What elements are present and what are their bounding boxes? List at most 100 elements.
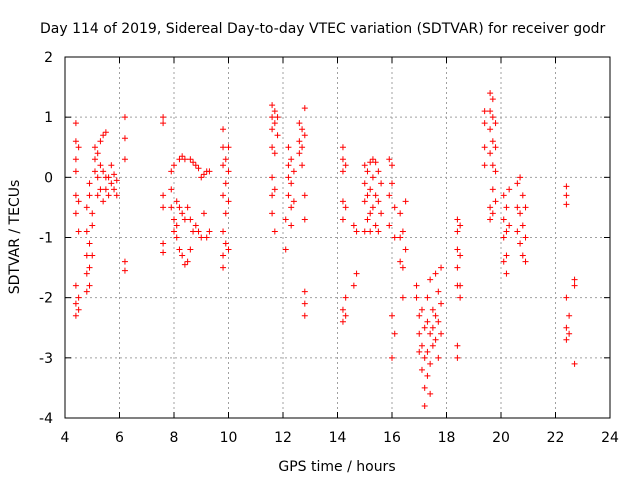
data-point <box>181 216 188 223</box>
data-point <box>121 267 128 274</box>
data-point <box>75 144 82 151</box>
data-point <box>416 312 423 319</box>
y-tick-label: -1 <box>39 231 53 247</box>
data-point <box>454 264 461 271</box>
data-point <box>503 228 510 235</box>
data-point <box>514 204 521 211</box>
data-point <box>220 264 227 271</box>
y-tick-label: 1 <box>44 110 53 126</box>
data-point <box>301 132 308 139</box>
data-point <box>424 348 431 355</box>
x-tick-label: 14 <box>329 430 347 446</box>
data-point <box>364 168 371 175</box>
data-point <box>375 198 382 205</box>
data-point <box>421 324 428 331</box>
data-point <box>86 240 93 247</box>
data-point <box>187 246 194 253</box>
data-point <box>416 330 423 337</box>
data-point <box>299 144 306 151</box>
data-point <box>296 138 303 145</box>
data-point <box>176 156 183 163</box>
data-point <box>282 216 289 223</box>
data-point <box>424 294 431 301</box>
data-point <box>83 228 90 235</box>
data-point <box>102 129 109 136</box>
data-point <box>454 354 461 361</box>
data-point <box>487 204 494 211</box>
data-point <box>72 156 79 163</box>
data-point <box>563 336 570 343</box>
data-point <box>457 282 464 289</box>
y-tick-labels: -4 -3 -2 -1 0 1 2 <box>39 50 53 427</box>
data-point <box>413 282 420 289</box>
data-point <box>72 168 79 175</box>
data-point <box>350 282 357 289</box>
data-point <box>367 228 374 235</box>
y-tick-label: -3 <box>39 351 53 367</box>
data-point <box>489 210 496 217</box>
data-point <box>571 276 578 283</box>
data-point <box>421 354 428 361</box>
data-point <box>97 186 104 193</box>
data-point <box>282 246 289 253</box>
y-tick-label: -2 <box>39 291 53 307</box>
data-point <box>367 210 374 217</box>
data-point <box>372 222 379 229</box>
data-point <box>421 402 428 409</box>
data-point <box>113 192 120 199</box>
data-point <box>225 168 232 175</box>
data-point <box>222 240 229 247</box>
data-point <box>339 198 346 205</box>
data-point <box>301 288 308 295</box>
data-point <box>105 192 112 199</box>
data-point <box>91 144 98 151</box>
data-point <box>454 228 461 235</box>
data-point <box>389 312 395 319</box>
data-point <box>563 294 570 301</box>
data-point <box>269 192 276 199</box>
data-point <box>171 162 177 169</box>
data-point <box>160 249 167 256</box>
data-point <box>220 228 227 235</box>
data-point <box>176 246 183 253</box>
data-point <box>160 192 167 199</box>
data-point <box>438 264 445 271</box>
data-point <box>285 192 292 199</box>
data-point <box>160 120 167 127</box>
data-point <box>342 162 349 169</box>
data-point <box>454 216 461 223</box>
data-point <box>181 261 188 268</box>
data-point <box>339 216 346 223</box>
x-tick-label: 20 <box>492 430 510 446</box>
data-point <box>386 192 393 199</box>
data-point <box>72 282 79 289</box>
data-point <box>86 180 93 187</box>
data-point <box>367 186 374 193</box>
data-point <box>222 210 229 217</box>
data-point <box>86 282 93 289</box>
data-point <box>288 156 295 163</box>
data-point <box>192 162 199 169</box>
data-point <box>269 210 276 217</box>
data-point <box>269 144 276 151</box>
data-point <box>372 192 379 199</box>
data-point <box>566 330 573 337</box>
data-point <box>168 186 175 193</box>
data-point <box>517 210 524 217</box>
data-point <box>190 228 197 235</box>
data-point <box>195 228 202 235</box>
data-point <box>97 138 104 145</box>
data-point <box>285 174 292 181</box>
data-point <box>105 174 112 181</box>
data-point <box>72 300 79 307</box>
data-point <box>269 126 276 133</box>
data-point <box>369 174 376 181</box>
data-point <box>350 222 357 229</box>
data-point <box>416 348 423 355</box>
data-point <box>454 342 461 349</box>
data-point <box>522 204 529 211</box>
data-point <box>563 192 570 199</box>
data-point <box>339 318 346 325</box>
data-point <box>457 294 464 301</box>
data-point <box>184 204 191 211</box>
